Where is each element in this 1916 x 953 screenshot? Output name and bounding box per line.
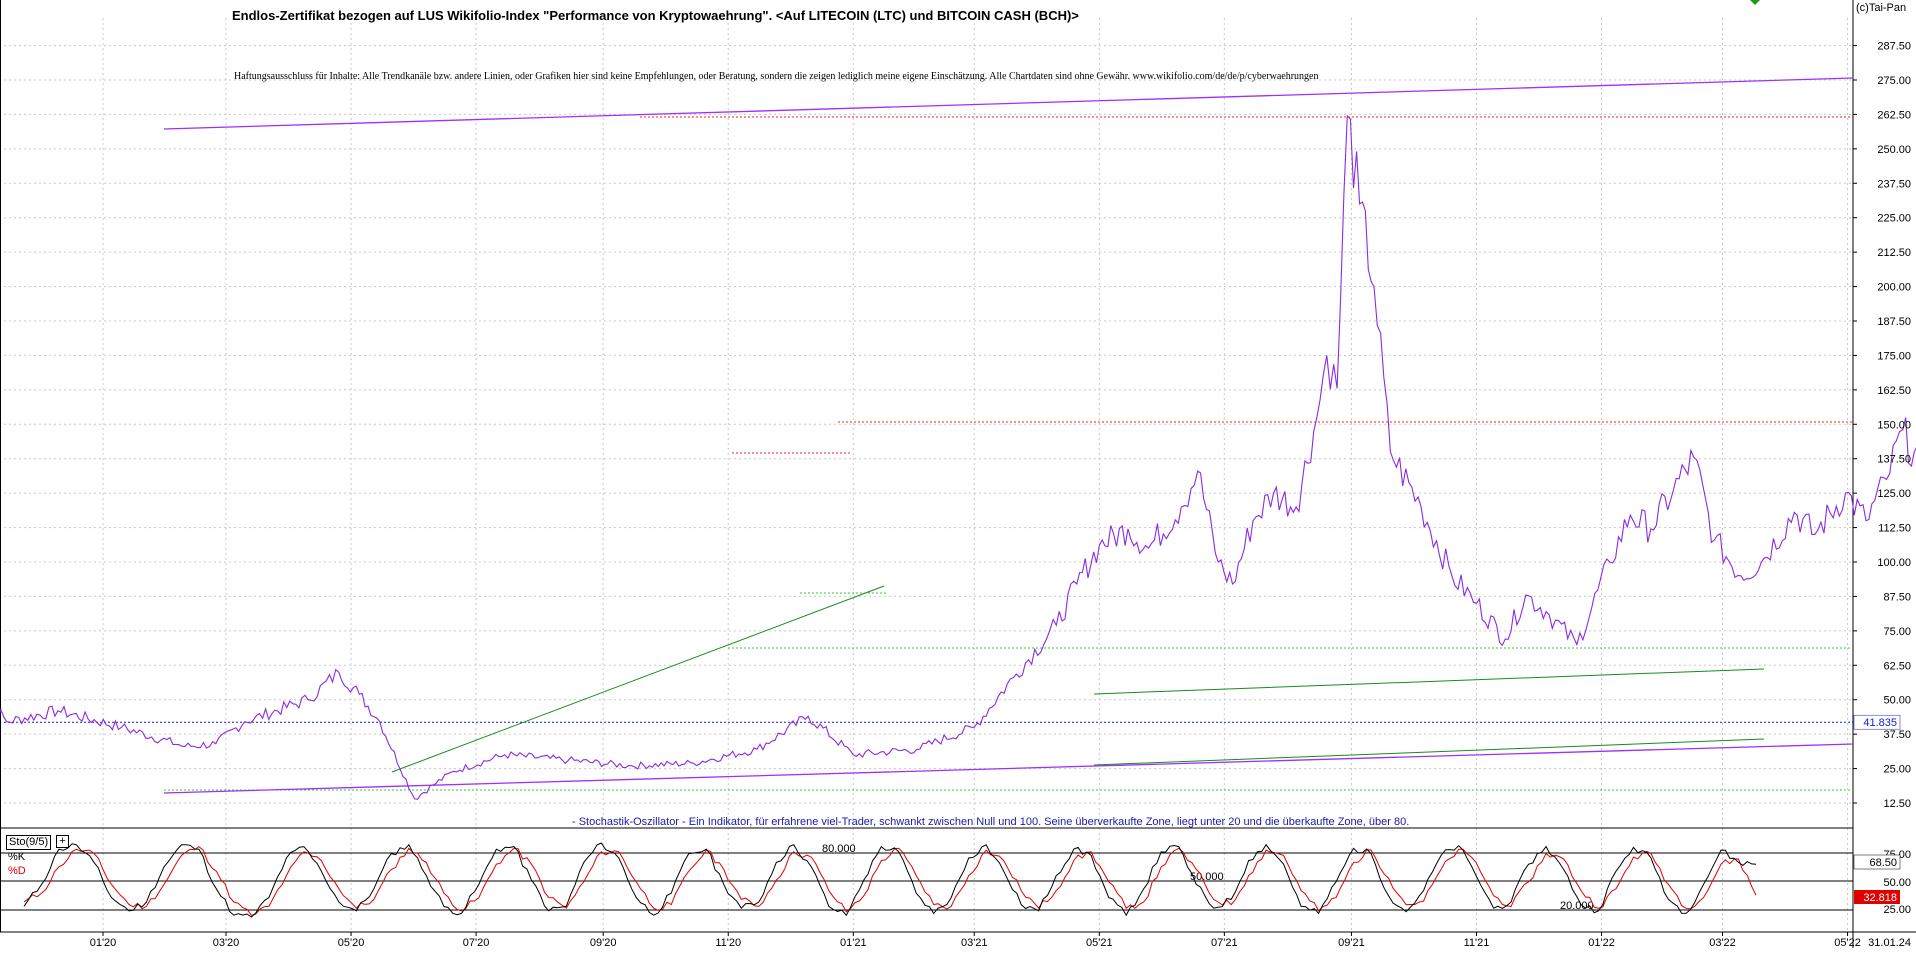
expand-plus-button[interactable]: +	[56, 835, 69, 848]
x-tick-label-11: 11'21	[1464, 937, 1490, 948]
lower-range-line	[1093, 738, 1765, 766]
y-tick-label-7: 200.00	[1877, 282, 1911, 294]
y-axis: 287.50 275.00 262.50 250.00 237.50 225.00 212.…	[1853, 41, 1911, 810]
y-tick-label-2: 262.50	[1877, 109, 1911, 121]
x-tick-label-14: 05'22	[1834, 937, 1861, 948]
y-tick-label-6: 212.50	[1877, 247, 1911, 259]
y-tick-label-1: 275.00	[1877, 75, 1911, 87]
y-tick-label-8: 187.50	[1877, 316, 1911, 328]
k-legend-label: %K	[8, 851, 26, 863]
x-tick-label-5: 11'20	[715, 937, 741, 948]
stoch-d-line	[23, 845, 1757, 916]
lower-channel-line	[163, 743, 1854, 794]
price-series	[0, 114, 1916, 800]
x-tick-label-7: 03'21	[961, 937, 988, 948]
grid-lines	[4, 18, 1853, 932]
x-tick-label-8: 05'21	[1086, 937, 1113, 948]
y-tick-label-14: 112.50	[1878, 523, 1911, 535]
y-tick-label-18: 62.50	[1883, 660, 1911, 672]
y-tick-label-10: 162.50	[1877, 385, 1911, 397]
x-tick-label-10: 09'21	[1338, 937, 1365, 948]
y-tick-label-21: 25.00	[1883, 764, 1911, 776]
level-lines	[4, 116, 1853, 791]
stochastic-description: - Stochastik-Oszillator - Ein Indikator,…	[572, 816, 1410, 828]
x-tick-label-3: 07'20	[463, 937, 490, 948]
y-tick-label-22: 12.50	[1883, 798, 1911, 810]
stochastic-panel: 80.00050.00020.00075.0050.0025.0068.5032…	[0, 842, 1911, 918]
y-tick-label-17: 75.00	[1883, 626, 1911, 638]
last-value-text: 41.835	[1863, 717, 1897, 729]
y-tick-label-12: 137.50	[1877, 454, 1911, 466]
y-tick-label-3: 250.00	[1877, 144, 1911, 156]
x-tick-label-1: 03'20	[213, 937, 240, 948]
y-tick-label-19: 50.00	[1883, 695, 1911, 707]
k-value-text: 68.50	[1869, 857, 1897, 869]
last-date-label: 31.01.24	[1868, 937, 1911, 948]
chart-title: Endlos-Zertifikat bezogen auf LUS Wikifo…	[232, 8, 1079, 23]
x-axis: 01'20 03'20 05'20 07'20 09'20 11'20 01'21 03'21…	[90, 932, 1911, 949]
stoch-level-label-0: 80.000	[822, 843, 856, 855]
x-tick-label-12: 01'22	[1588, 937, 1615, 948]
stoch-level-label-1: 50.000	[1190, 871, 1224, 883]
y-tick-label-0: 287.50	[1877, 41, 1911, 53]
price-line	[0, 114, 1916, 800]
disclaimer-text: Haftungsausschluss für Inhalte: Alle Tre…	[234, 71, 1319, 82]
stoch-k-line	[23, 842, 1757, 918]
indicator-marks: 41.835	[1750, 0, 1901, 730]
rising-trend-line	[391, 585, 885, 773]
copyright-label: (c)Tai-Pan	[1856, 2, 1907, 14]
x-tick-label-0: 01'20	[90, 937, 117, 948]
x-tick-label-4: 09'20	[590, 937, 617, 948]
top-marker-icon	[1750, 0, 1760, 5]
d-value-text: 32.818	[1863, 892, 1897, 904]
y-tick-label-20: 37.50	[1883, 729, 1911, 741]
d-legend-label: %D	[8, 865, 26, 877]
y-tick-label-9: 175.00	[1877, 350, 1911, 362]
x-tick-label-13: 03'22	[1709, 937, 1736, 948]
last-value-tag	[1853, 714, 1901, 730]
d-value-tag	[1854, 890, 1900, 904]
stoch-level-label-2: 20.000	[1560, 900, 1594, 912]
y-tick-label-16: 87.50	[1883, 591, 1911, 603]
x-tick-label-6: 01'21	[840, 937, 867, 948]
k-value-tag	[1853, 854, 1901, 870]
y-tick-label-11: 150.00	[1877, 419, 1911, 431]
y-tick-label-4: 237.50	[1877, 178, 1911, 190]
x-tick-label-2: 05'20	[338, 937, 365, 948]
stochastic-settings-button[interactable]: Sto(9/5)	[6, 835, 52, 850]
upper-channel-line	[163, 77, 1854, 130]
y-tick-label-15: 100.00	[1877, 557, 1911, 569]
y-tick-label-5: 225.00	[1877, 213, 1911, 225]
y-tick-label-13: 125.00	[1877, 488, 1911, 500]
trend-lines	[163, 77, 1854, 794]
stoch-axis-tick-2: 25.00	[1883, 904, 1911, 916]
x-tick-label-9: 07'21	[1211, 937, 1238, 948]
stoch-axis-tick-1: 50.00	[1883, 877, 1911, 889]
upper-range-line	[1093, 668, 1765, 695]
